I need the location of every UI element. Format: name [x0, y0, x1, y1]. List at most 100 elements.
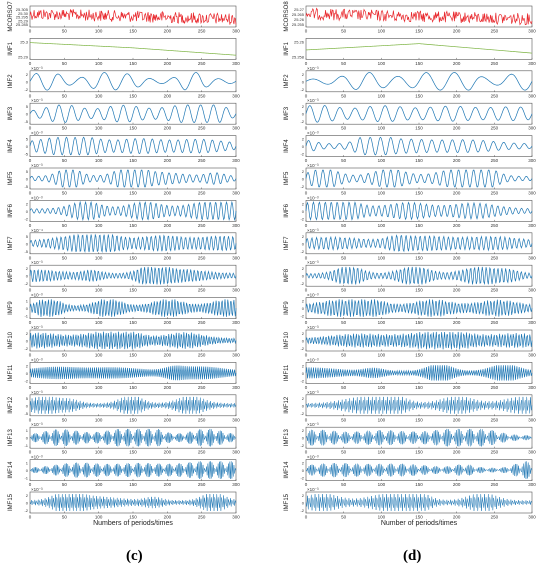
x-tick-label: 200: [164, 515, 172, 520]
x-tick-label: 50: [62, 353, 68, 358]
exponent-label: ×10⁻³: [307, 66, 319, 71]
y-axis-label: IMF4: [8, 139, 14, 153]
x-tick-label: 300: [232, 515, 240, 520]
x-tick-label: 100: [95, 255, 103, 260]
x-tick-label: 300: [232, 126, 240, 131]
x-tick-label: 300: [528, 482, 536, 487]
x-tick-label: 150: [415, 223, 423, 228]
x-tick-label: 250: [491, 385, 499, 390]
x-tick-label: 300: [528, 29, 536, 34]
x-tick-label: 150: [129, 515, 137, 520]
y-tick-label: 2: [302, 428, 305, 433]
y-tick-label: -1: [24, 443, 28, 448]
exponent-label: ×10⁻³: [307, 357, 319, 362]
x-tick-label: 0: [29, 61, 32, 66]
x-tick-label: 250: [491, 158, 499, 163]
exponent-label: ×10⁻³: [307, 228, 319, 233]
x-tick-label: 250: [491, 450, 499, 455]
x-tick-label: 0: [29, 223, 32, 228]
y-tick-label: -2: [24, 216, 28, 221]
x-tick-label: 150: [129, 450, 137, 455]
exponent-label: ×10⁻³: [31, 487, 43, 492]
y-axis-label: IMF10: [8, 331, 14, 349]
x-tick-label: 150: [129, 93, 137, 98]
y-tick-label: 25.27: [294, 7, 305, 12]
x-tick-label: 300: [528, 417, 536, 422]
x-tick-label: 300: [232, 417, 240, 422]
exponent-label: ×10⁻³: [31, 260, 43, 265]
y-tick-label: -1: [24, 314, 28, 319]
y-tick-label: 0: [302, 241, 305, 246]
exponent-label: ×10⁻³: [31, 98, 43, 103]
x-tick-label: 300: [528, 385, 536, 390]
exponent-label: ×10⁻³: [307, 455, 319, 460]
y-tick-label: 1: [26, 299, 29, 304]
x-tick-label: 0: [29, 191, 32, 196]
x-tick-label: 250: [198, 417, 206, 422]
series-line: [29, 169, 237, 188]
y-tick-label: 25.305: [16, 7, 29, 12]
x-tick-label: 50: [62, 61, 68, 66]
y-axis-label: IMF10: [284, 331, 290, 349]
x-tick-label: 50: [62, 93, 68, 98]
y-tick-label: 2: [302, 201, 305, 206]
caption-c: (c): [126, 548, 143, 564]
series-line: [305, 136, 533, 156]
y-tick-label: 2: [302, 234, 305, 239]
y-tick-label: -5: [24, 411, 28, 416]
x-tick-label: 0: [305, 353, 308, 358]
exponent-label: ×10⁻³: [31, 293, 43, 298]
x-tick-label: 50: [341, 450, 347, 455]
x-tick-label: 100: [378, 126, 386, 131]
y-tick-label: 0: [302, 112, 305, 117]
y-tick-label: -2: [300, 508, 304, 513]
y-tick-label: 1: [26, 428, 29, 433]
y-axis-label: IMF2: [284, 74, 290, 88]
y-axis-label: IMF12: [284, 396, 290, 414]
x-tick-label: 300: [232, 320, 240, 325]
x-tick-label: 150: [129, 353, 137, 358]
y-tick-label: 0: [302, 468, 305, 473]
y-tick-label: 25.295: [16, 15, 29, 20]
y-tick-label: 0: [302, 371, 305, 376]
y-axis-label: IMF14: [8, 461, 14, 479]
x-tick-label: 150: [129, 61, 137, 66]
x-tick-label: 150: [129, 126, 137, 131]
x-tick-label: 200: [453, 288, 461, 293]
y-axis-label: IMF15: [284, 493, 290, 511]
series-line: [305, 396, 533, 414]
x-axis-label: Numbers of periods/times: [93, 520, 173, 527]
x-tick-label: 250: [198, 126, 206, 131]
y-axis-label: IMF7: [284, 236, 290, 250]
x-tick-label: 250: [491, 255, 499, 260]
y-axis-label: IMF4: [284, 139, 290, 153]
x-tick-label: 250: [491, 482, 499, 487]
x-tick-label: 300: [528, 191, 536, 196]
y-axis-label: MCORSO8: [284, 1, 290, 32]
x-tick-label: 150: [415, 353, 423, 358]
series-line: [305, 365, 533, 381]
series-line: [29, 233, 237, 254]
y-tick-label: 0: [26, 403, 29, 408]
y-axis-label: MCORSO7: [8, 1, 14, 32]
exponent-label: ×10⁻³: [31, 390, 43, 395]
exponent-label: ×10⁻⁴: [31, 228, 43, 233]
x-tick-label: 300: [528, 255, 536, 260]
x-tick-label: 150: [415, 450, 423, 455]
x-tick-label: 200: [453, 385, 461, 390]
caption-d: (d): [403, 548, 422, 564]
x-tick-label: 250: [491, 288, 499, 293]
y-tick-label: 5: [26, 234, 29, 239]
x-tick-label: 300: [232, 158, 240, 163]
y-tick-label: -5: [24, 184, 28, 189]
x-tick-label: 200: [164, 320, 172, 325]
x-tick-label: 250: [198, 320, 206, 325]
x-tick-label: 300: [232, 93, 240, 98]
